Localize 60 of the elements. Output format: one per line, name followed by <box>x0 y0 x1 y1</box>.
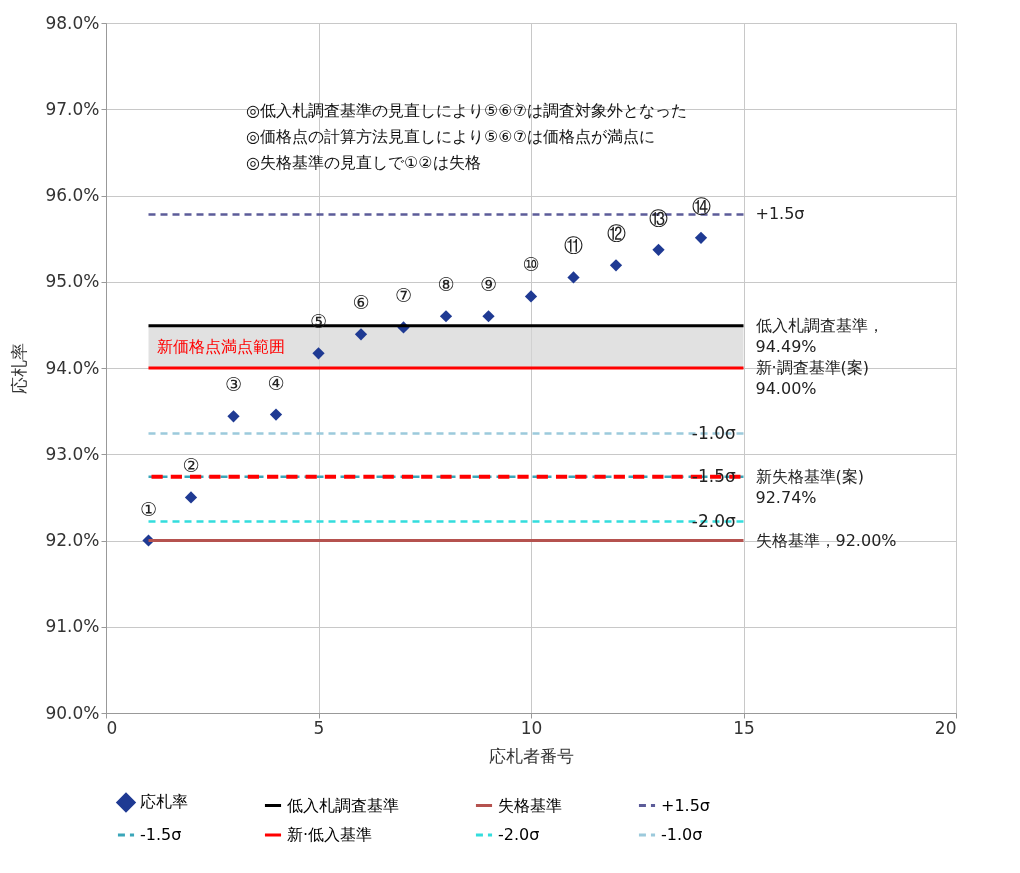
point <box>567 271 580 284</box>
annotation: ⑪ <box>564 234 583 257</box>
annotation: ⑬ <box>649 206 668 229</box>
y-tick-label: 96.0% <box>45 185 100 205</box>
y-axis-title: 応札率 <box>9 343 30 394</box>
point <box>694 231 708 244</box>
point <box>354 328 368 341</box>
x-tick-label: 5 <box>313 717 325 738</box>
x-tick-label: 0 <box>106 717 118 738</box>
x-tick-label: 15 <box>733 717 755 738</box>
x-tick-label: 10 <box>520 717 543 738</box>
point <box>227 410 240 423</box>
legend-label: -1.0σ <box>661 825 703 844</box>
annotation: ⑩ <box>522 253 540 276</box>
point <box>439 310 453 323</box>
annotation: ⑥ <box>352 291 370 314</box>
annotation: 新·調査基準(案) 94.00% <box>755 358 870 398</box>
annotation: ⑨ <box>479 273 498 296</box>
y-tick-label: 91.0% <box>45 616 100 637</box>
annotation: ⑫ <box>606 222 626 245</box>
y-tick-label: 95.0% <box>45 271 100 292</box>
annotation: ◎価格点の計算方法見直しにより⑤⑥⑦は価格点が満点に <box>246 127 655 146</box>
annotation: ② <box>182 454 200 477</box>
legend-label: 失格基準 <box>498 795 562 815</box>
annotation: 新失格基準(案) 92.74% <box>755 466 864 507</box>
annotation: +1.5σ <box>755 204 805 224</box>
y-tick-label: 97.0% <box>45 98 100 119</box>
annotation: ① <box>139 497 158 520</box>
point <box>184 491 198 504</box>
y-tick-label: 90.0% <box>45 702 100 723</box>
legend-label: 低入札調査基準 <box>287 795 399 815</box>
y-tick-label: 98.0% <box>45 12 100 33</box>
annotation: -1.0σ <box>691 422 736 443</box>
annotation: 低入札調査基準， 94.49% <box>755 315 884 356</box>
annotation: 失格基準，92.00% <box>755 530 897 550</box>
y-tick-label: 94.0% <box>45 357 100 378</box>
y-tick-label: 93.0% <box>45 443 100 464</box>
legend-label: +1.5σ <box>661 795 710 815</box>
annotation: ③ <box>224 373 243 396</box>
annotation: ⑦ <box>394 284 413 307</box>
x-tick-label: 20 <box>934 717 957 738</box>
legend-label: 新·低入基準 <box>287 825 373 844</box>
annotation: ④ <box>267 371 285 394</box>
annotation: ◎失格基準の見直しで①②は失格 <box>246 153 481 172</box>
legend-label: -2.0σ <box>498 825 540 844</box>
point <box>482 310 495 323</box>
legend-label: -1.5σ <box>140 825 182 844</box>
y-tick-label: 92.0% <box>45 530 100 550</box>
point <box>524 290 538 303</box>
legend-label: 応札率 <box>140 792 188 812</box>
point <box>312 347 325 360</box>
band-label: 新価格点満点範囲 <box>156 336 285 356</box>
point <box>609 259 623 272</box>
point <box>269 408 283 421</box>
annotation: ◎低入札調査基準の見直しにより⑤⑥⑦は調査対象外となった <box>246 101 687 120</box>
point <box>652 243 665 256</box>
annotation: -2.0σ <box>691 510 736 531</box>
annotation: ⑧ <box>437 273 455 296</box>
x-axis-title: 応札者番号 <box>489 745 574 766</box>
annotation: ⑭ <box>691 194 711 217</box>
